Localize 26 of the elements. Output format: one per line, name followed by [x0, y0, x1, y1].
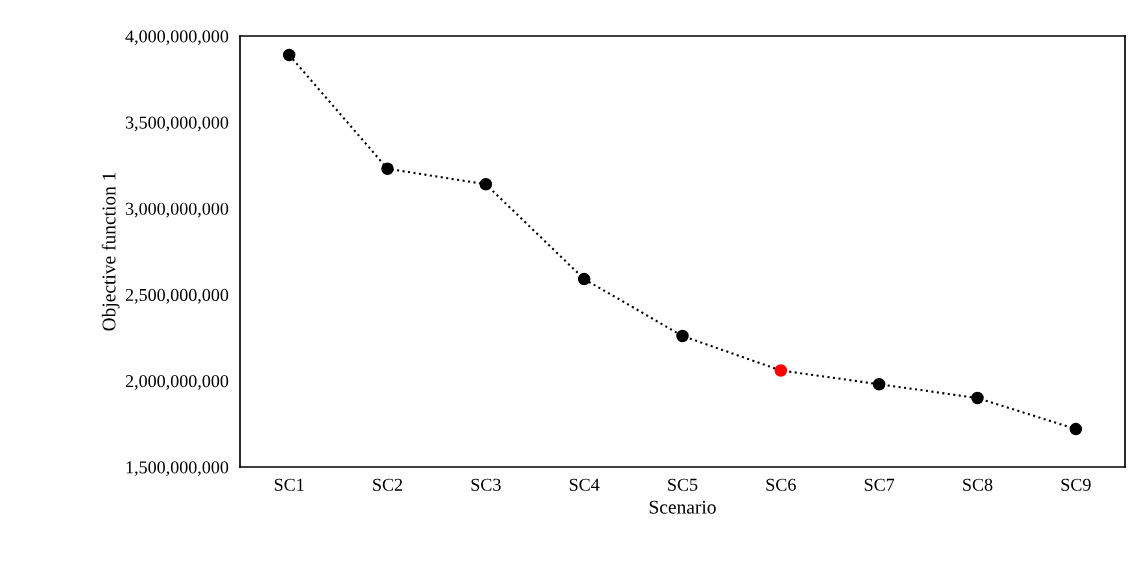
point [872, 377, 886, 391]
y-tick-label: 2,500,000,000 [125, 288, 229, 304]
x-tick-label: SC8 [963, 478, 993, 491]
y-tick-label: 1,500,000,000 [126, 461, 229, 477]
x-tick-label: SC7 [864, 478, 895, 491]
point [282, 48, 296, 62]
x-tick-label: SC5 [668, 478, 698, 491]
x-tick-label: SC9 [1061, 478, 1091, 491]
point [479, 178, 493, 191]
point [381, 162, 394, 175]
point [1069, 422, 1083, 436]
y-tick-label: 2,000,000,000 [125, 375, 229, 390]
point [577, 272, 591, 286]
x-axis-title: Scenario [649, 500, 716, 514]
x-tick-label: SC2 [373, 478, 403, 491]
x-tick-label: SC1 [274, 478, 304, 491]
x-tick-label: SC4 [569, 478, 600, 491]
y-tick-label: 3,500,000,000 [125, 116, 229, 132]
y-tick-label: 4,000,000,000 [125, 30, 229, 46]
x-tick-label: SC6 [766, 478, 796, 491]
y-axis-title: Objective function 1 [101, 172, 120, 331]
point [971, 391, 984, 405]
point [774, 364, 788, 377]
y-tick-label: 3,000,000,000 [125, 202, 229, 218]
point [676, 329, 689, 343]
x-tick-label: SC3 [471, 478, 501, 491]
